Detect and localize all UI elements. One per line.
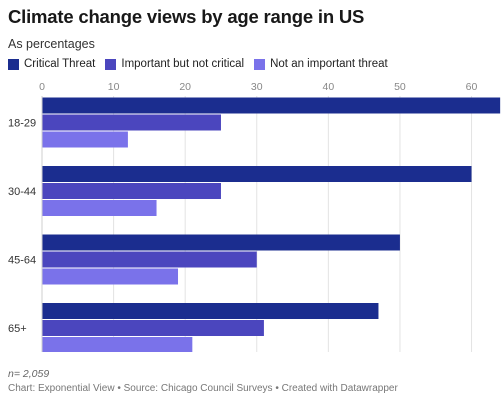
legend: Critical Threat Important but not critic… [8, 58, 388, 70]
x-tick-label-60: 60 [466, 81, 478, 93]
bar-45-64-1 [42, 251, 257, 268]
y-category-label-45-64: 45-64 [8, 255, 36, 267]
bar-65+-2 [42, 337, 193, 352]
x-tick-label-30: 30 [251, 81, 263, 93]
x-tick-label-50: 50 [394, 81, 406, 93]
bar-30-44-0 [42, 166, 472, 182]
legend-label-critical: Critical Threat [24, 58, 96, 70]
legend-swatch-critical [8, 58, 19, 70]
x-tick-label-40: 40 [323, 81, 335, 93]
legend-swatch-important [105, 58, 117, 70]
x-tick-label-10: 10 [108, 81, 120, 93]
x-tick-label-20: 20 [179, 81, 191, 93]
bar-30-44-2 [42, 200, 157, 216]
chart-subtitle: As percentages [8, 37, 95, 51]
legend-label-important: Important but not critical [121, 58, 245, 70]
y-category-label-18-29: 18-29 [8, 118, 36, 130]
bar-45-64-2 [42, 268, 179, 285]
bar-30-44-1 [42, 183, 221, 199]
sample-size-note: n= 2,059 [8, 368, 50, 380]
x-tick-label-0: 0 [39, 81, 45, 93]
chart-title: Climate change views by age range in US [8, 6, 365, 27]
chart-source: Chart: Exponential View • Source: Chicag… [8, 383, 398, 394]
bar-65+-1 [42, 320, 264, 336]
bar-65+-0 [42, 303, 379, 319]
bar-18-29-0 [42, 97, 501, 114]
legend-item-important: Important but not critical [105, 58, 244, 70]
legend-item-not-important: Not an important threat [254, 58, 388, 70]
legend-label-not-important: Not an important threat [270, 58, 388, 70]
legend-swatch-not-important [254, 58, 266, 70]
bar-chart: 0 10 20 30 40 50 60 18-29 30-44 45-64 65+ [8, 81, 501, 352]
bar-18-29-2 [42, 131, 128, 148]
bar-45-64-0 [42, 234, 400, 251]
y-category-label-30-44: 30-44 [8, 186, 36, 198]
y-category-label-65+: 65+ [8, 323, 27, 335]
legend-item-critical: Critical Threat [8, 58, 95, 70]
bar-18-29-1 [42, 114, 221, 131]
